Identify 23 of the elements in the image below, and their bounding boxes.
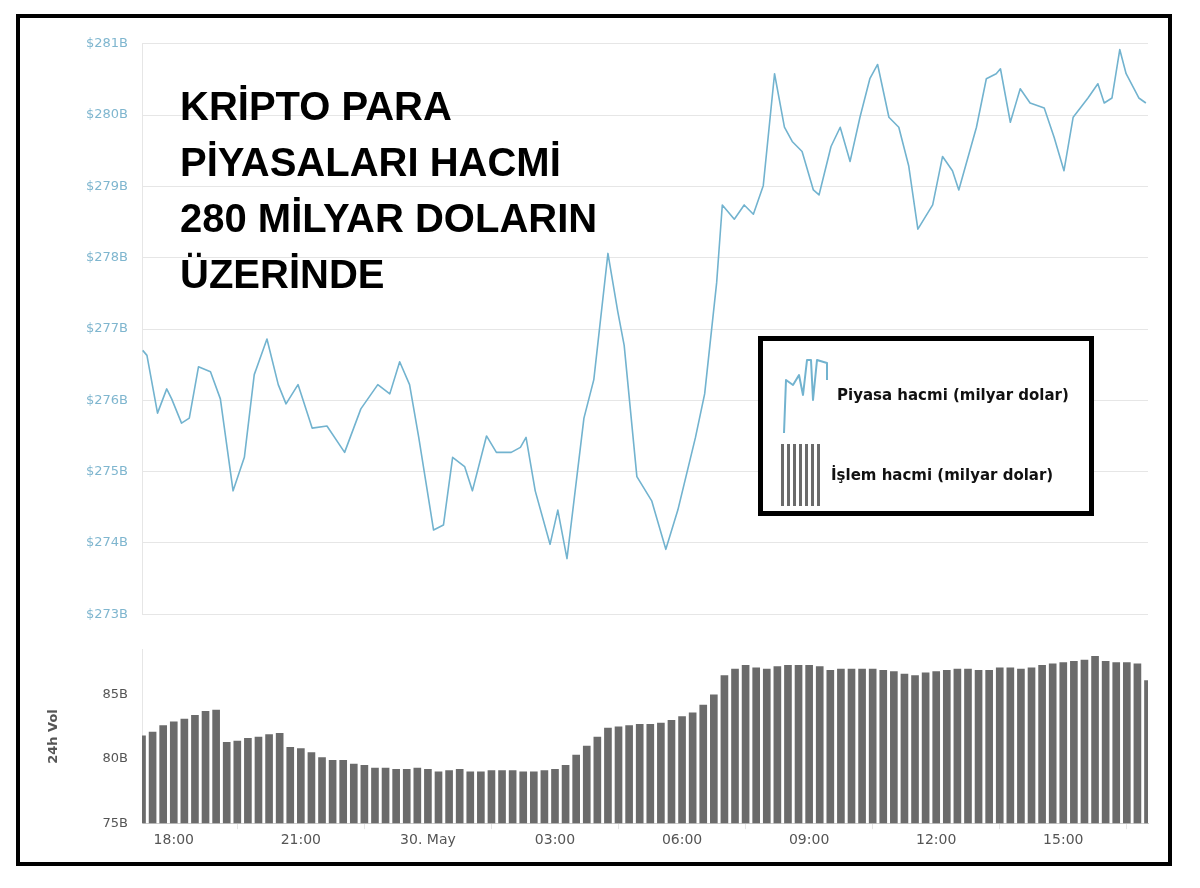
- y-tick-label: $274B: [85, 534, 128, 550]
- y-tick-label: $278B: [85, 249, 128, 265]
- x-tick-label: 21:00: [280, 831, 322, 848]
- y-tick-label: $276B: [85, 391, 128, 407]
- x-tick-label: 09:00: [788, 831, 830, 848]
- y-tick-label: $273B: [85, 605, 128, 621]
- y-tick-label: 75B: [102, 814, 128, 830]
- x-tick-label: 12:00: [916, 831, 957, 848]
- text: KRİPTO PARA PİYASALARI HACMİ 280 MİLYAR DOLARIN ÜZERİNDE: [180, 83, 598, 298]
- y-tick-label: $275B: [85, 462, 128, 478]
- x-tick-label: 30. May: [400, 831, 456, 848]
- y-tick-label: $279B: [85, 177, 128, 193]
- y-tick-label: $280B: [85, 106, 128, 122]
- y-tick-label: 80B: [102, 750, 128, 766]
- x-tick-label: 03:00: [534, 831, 576, 848]
- y-axis-title: 24h Vol: [45, 709, 61, 764]
- legend-frame: Piyasa hacmi (milyar dolar) İşlem hacmi (milyar dolar): [758, 336, 1094, 516]
- y-tick-label: $277B: [85, 320, 128, 336]
- y-tick-label: $281B: [85, 35, 128, 51]
- x-tick-label: 15:00: [1043, 831, 1084, 848]
- x-tick-label: 18:00: [153, 831, 194, 848]
- y-tick-label: 85B: [102, 686, 128, 702]
- x-tick-label: 06:00: [661, 831, 703, 848]
